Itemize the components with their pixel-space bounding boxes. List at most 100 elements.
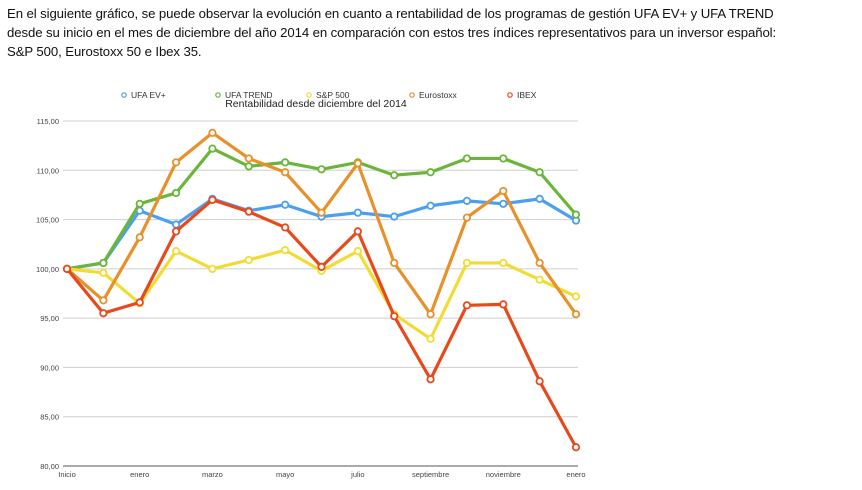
y-tick-label: 100,00	[36, 265, 59, 274]
data-point	[317, 262, 326, 271]
data-point	[281, 246, 290, 255]
series-ufa-trend	[62, 144, 581, 273]
data-point	[281, 168, 290, 177]
intro-line: S&P 500, Eurostoxx 50 e Ibex 35.	[7, 44, 202, 59]
data-point	[571, 443, 581, 452]
data-point	[244, 154, 253, 163]
legend-item: IBEX	[507, 90, 537, 100]
y-tick-label: 90,00	[40, 363, 59, 372]
x-tick-label: enero	[566, 470, 585, 479]
data-point	[208, 195, 217, 204]
data-point	[244, 207, 253, 216]
data-point	[317, 208, 326, 217]
x-tick-label: enero	[130, 470, 149, 479]
x-tick-label: marzo	[202, 470, 223, 479]
data-point	[390, 212, 399, 221]
data-point	[208, 144, 217, 153]
data-point	[390, 171, 399, 180]
data-point	[281, 223, 290, 232]
data-point	[135, 199, 144, 208]
data-point	[244, 162, 253, 171]
x-tick-label: Inicio	[58, 470, 76, 479]
legend-label: IBEX	[517, 90, 537, 100]
data-point	[171, 188, 181, 198]
legend-marker-icon	[409, 92, 415, 98]
data-point	[208, 264, 217, 273]
x-axis-ticks: Inicio enero marzo mayo julio septiembre novie…	[58, 470, 585, 479]
y-tick-label: 115,00	[37, 117, 59, 126]
data-point	[535, 194, 544, 203]
data-point	[244, 255, 253, 265]
data-point	[462, 196, 472, 205]
data-point	[426, 375, 435, 384]
data-point	[571, 310, 581, 319]
legend-item: UFA TREND	[215, 90, 273, 100]
data-point	[462, 154, 472, 163]
legend-label: S&P 500	[316, 90, 350, 100]
legend-item: UFA EV+	[121, 90, 166, 100]
data-point	[462, 301, 472, 310]
y-axis-ticks: 80,00 85,00 90,00 95,00 100,00 105,00 110,00 11…	[36, 117, 59, 471]
data-point	[426, 310, 435, 319]
intro-line: En el siguiente gráfico, se puede observ…	[7, 6, 774, 21]
data-point	[426, 334, 435, 343]
data-point	[99, 268, 108, 277]
data-point	[208, 128, 217, 137]
data-point	[99, 309, 108, 318]
data-point	[462, 213, 472, 222]
legend: UFA EV+ UFA TREND S&P 500 Eurostoxx IBEX	[121, 90, 537, 100]
x-tick-label: julio	[350, 470, 364, 479]
series-s-p-500	[62, 246, 581, 343]
data-point	[171, 247, 181, 256]
x-tick-label: septiembre	[412, 470, 449, 479]
data-point	[353, 159, 362, 168]
data-point	[353, 227, 362, 236]
data-point	[535, 258, 544, 268]
data-point	[499, 300, 508, 309]
legend-item: S&P 500	[306, 90, 350, 100]
intro-paragraph: En el siguiente gráfico, se puede observ…	[7, 4, 862, 61]
y-tick-label: 105,00	[36, 216, 59, 225]
y-tick-label: 95,00	[40, 314, 59, 323]
data-point	[353, 247, 362, 256]
legend-label: UFA TREND	[225, 90, 273, 100]
data-point	[317, 165, 326, 174]
data-point	[171, 227, 181, 236]
data-point	[499, 154, 508, 163]
data-point	[281, 200, 290, 209]
x-tick-label: noviembre	[486, 470, 521, 479]
y-tick-label: 110,00	[37, 166, 59, 175]
legend-label: Eurostoxx	[419, 90, 458, 100]
legend-marker-icon	[306, 92, 312, 98]
legend-marker-icon	[215, 92, 221, 98]
data-point	[571, 210, 581, 219]
data-point	[571, 292, 581, 301]
series-group	[62, 128, 581, 452]
data-point	[426, 201, 435, 210]
legend-label: UFA EV+	[131, 90, 166, 100]
legend-marker-icon	[121, 92, 127, 98]
data-point	[99, 258, 108, 268]
legend-item: Eurostoxx	[409, 90, 458, 100]
data-point	[390, 258, 399, 268]
y-tick-label: 85,00	[40, 413, 59, 422]
data-point	[499, 258, 508, 268]
legend-marker-icon	[507, 92, 513, 98]
data-point	[99, 296, 108, 305]
series-ibex	[62, 195, 581, 452]
y-tick-label: 80,00	[40, 462, 59, 471]
data-point	[353, 208, 362, 217]
data-point	[135, 233, 144, 242]
data-point	[426, 168, 435, 177]
data-point	[499, 199, 508, 208]
data-point	[171, 220, 181, 229]
data-point	[499, 186, 508, 196]
data-point	[390, 312, 399, 321]
data-point	[535, 377, 544, 386]
data-point	[535, 168, 544, 177]
data-point	[281, 158, 290, 167]
data-point	[62, 264, 72, 273]
intro-line: desde su inicio en el mes de diciembre d…	[7, 25, 777, 40]
chart-title: Rentabilidad desde diciembre del 2014	[225, 98, 407, 110]
